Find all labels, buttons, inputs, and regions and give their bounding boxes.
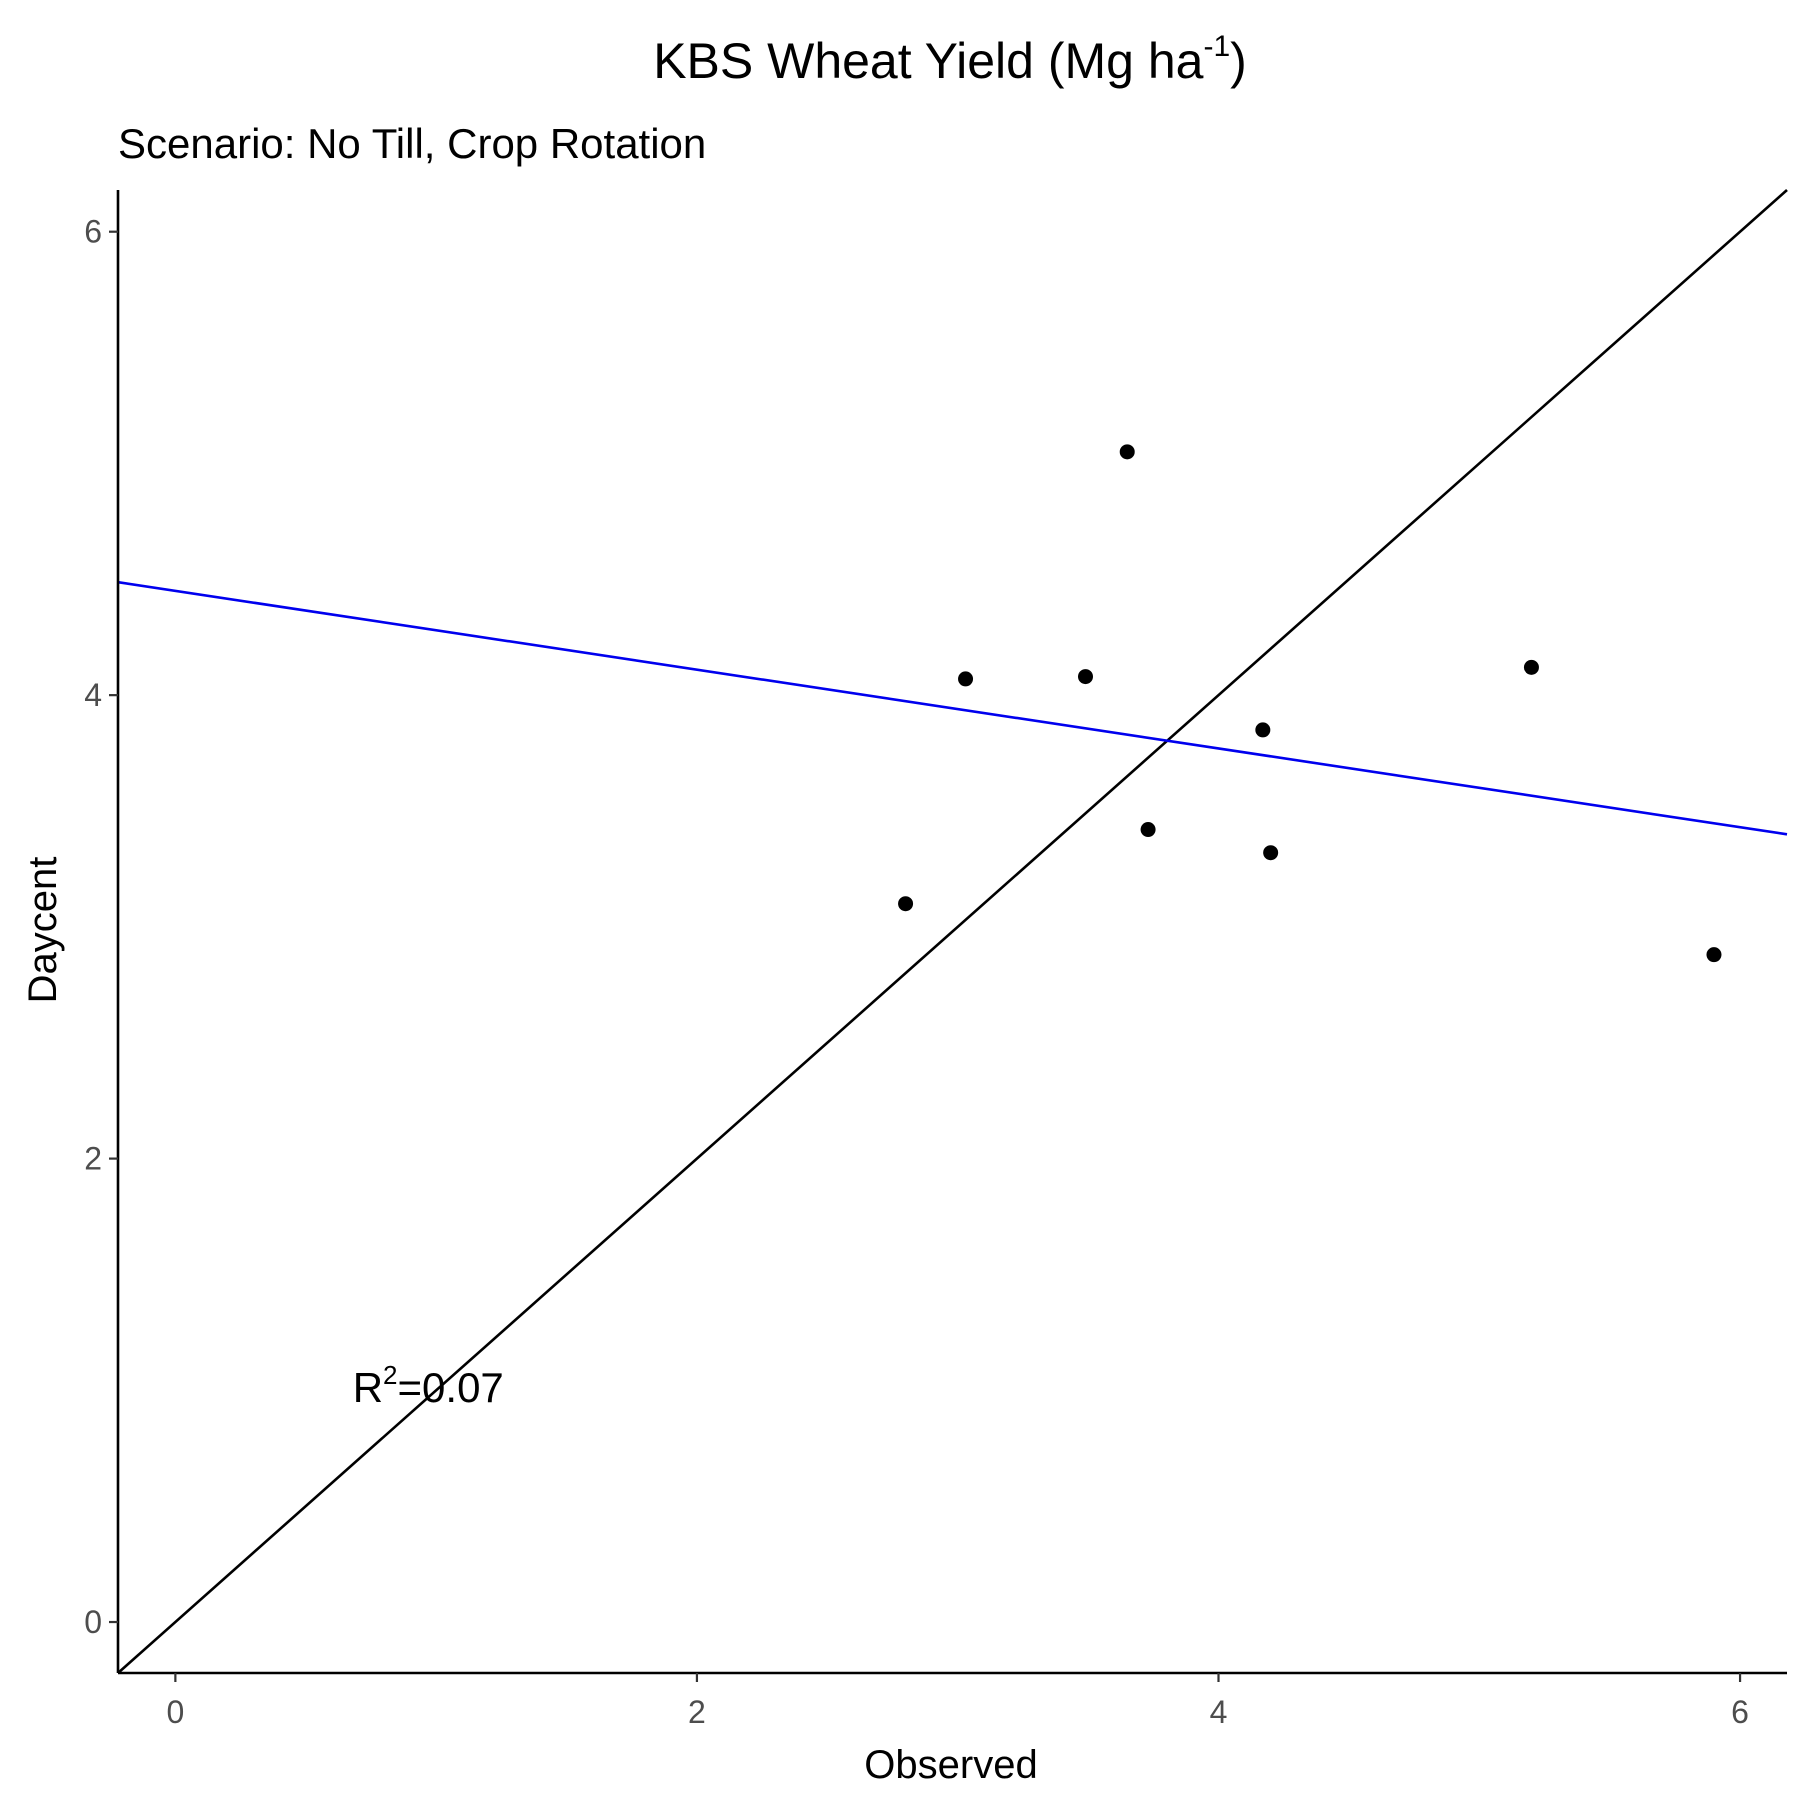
y-tick-label-4: 4 [84, 677, 102, 713]
y-axis-title: Daycent [21, 857, 65, 1004]
chart-title-end: ) [1230, 33, 1247, 89]
r-squared-annotation: R2=0.07 [353, 1360, 504, 1411]
regression-line [117, 580, 1788, 836]
data-point-9 [1706, 947, 1722, 963]
r-squared-superscript: 2 [383, 1360, 397, 1390]
axes: 0 2 4 6 0 2 4 6 [84, 190, 1787, 1730]
data-point-7 [1263, 845, 1279, 861]
y-tick-label-2: 2 [84, 1141, 102, 1177]
chart-subtitle: Scenario: No Till, Crop Rotation [118, 120, 706, 167]
y-tick-label-0: 0 [84, 1604, 102, 1640]
x-tick-label-6: 6 [1731, 1694, 1749, 1730]
x-axis-title: Observed [864, 1743, 1037, 1787]
data-point-2 [958, 671, 974, 687]
data-point-6 [1255, 722, 1271, 738]
data-point-4 [1119, 444, 1135, 460]
data-point-3 [1077, 669, 1093, 685]
data-point-5 [1140, 822, 1156, 838]
r-squared-value: =0.07 [398, 1364, 504, 1411]
data-point-1 [898, 896, 914, 912]
r-squared-base: R [353, 1364, 383, 1411]
plot-area: R2=0.07 [117, 189, 1788, 1674]
chart-title: KBS Wheat Yield (Mg ha-1) [653, 30, 1247, 89]
chart-title-main: KBS Wheat Yield (Mg ha [653, 33, 1203, 89]
chart-title-superscript: -1 [1203, 30, 1230, 63]
one-to-one-line [117, 189, 1788, 1674]
x-tick-label-0: 0 [166, 1694, 184, 1730]
x-tick-label-2: 2 [688, 1694, 706, 1730]
x-tick-label-4: 4 [1210, 1694, 1228, 1730]
y-tick-label-6: 6 [84, 214, 102, 250]
data-point-8 [1523, 659, 1539, 675]
